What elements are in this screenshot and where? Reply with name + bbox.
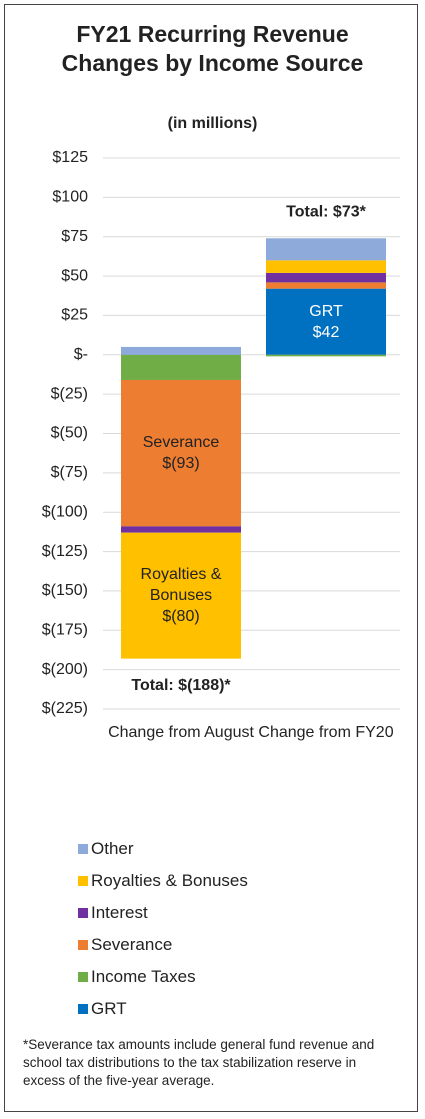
bar-segment	[266, 238, 386, 261]
frame	[4, 4, 418, 1112]
bar-segment	[121, 526, 241, 533]
bar-segment	[121, 532, 241, 659]
y-tick-label: $(75)	[51, 464, 88, 481]
bar-segment	[266, 282, 386, 289]
legend-label: Income Taxes	[91, 967, 196, 986]
bar-segment	[121, 354, 241, 380]
legend-label: GRT	[91, 999, 127, 1018]
bar-label-box: Royalties & Bonuses $(80)	[121, 556, 241, 636]
legend-item: Income Taxes	[78, 961, 248, 993]
bar-label: Severance $(93)	[121, 413, 241, 493]
y-tick-label: $25	[61, 307, 88, 324]
chart-title: FY21 Recurring Revenue Changes by Income…	[61, 21, 364, 76]
y-tick-label: $50	[61, 267, 88, 284]
y-tick-label: $125	[52, 149, 88, 166]
x-tick-label: Change from FY20	[258, 724, 394, 741]
y-tick-label: $(175)	[42, 622, 88, 639]
y-tick-label: $(225)	[42, 700, 88, 717]
legend-swatch	[78, 908, 88, 918]
bar-label-name: GRT	[309, 302, 343, 320]
bar-segment	[266, 272, 386, 283]
legend-item: Interest	[78, 897, 248, 929]
y-tick-label: $100	[52, 189, 88, 206]
bar-label-box: Severance $(93)	[121, 413, 241, 493]
x-tick-label-text: Change from August	[108, 724, 254, 741]
chart-subtitle: (in millions)	[167, 115, 258, 132]
x-tick-label-text: Change from FY20	[258, 724, 394, 741]
legend-swatch	[78, 844, 88, 854]
y-tick-label: $(25)	[51, 385, 88, 402]
bar-segment	[266, 260, 386, 273]
legend-swatch	[78, 1004, 88, 1014]
bar-label-value: $(80)	[162, 608, 200, 626]
y-tick-label: $(150)	[42, 582, 88, 599]
bar-label-box: GRT $42	[266, 282, 386, 362]
y-tick-label: $(125)	[42, 543, 88, 560]
legend: Other Royalties & Bonuses Interest Severanc…	[78, 833, 248, 1025]
y-tick-label: $-	[74, 346, 88, 363]
legend-swatch	[78, 876, 88, 886]
bar-segment	[121, 379, 241, 527]
legend-swatch	[78, 972, 88, 982]
legend-item: Other	[78, 833, 248, 865]
legend-label: Interest	[91, 903, 148, 922]
legend-label: Other	[91, 839, 134, 858]
bar-label-name: Royalties & Bonuses	[140, 566, 222, 605]
bar-label: Royalties & Bonuses $(80)	[121, 556, 241, 636]
y-tick-label: $(200)	[42, 661, 88, 678]
bar-label-value: $42	[312, 323, 340, 341]
legend-item: GRT	[78, 993, 248, 1025]
bar-segment	[121, 346, 241, 355]
bar-label: GRT $42	[266, 282, 386, 362]
legend-label: Severance	[91, 935, 173, 954]
y-tick-label: $75	[61, 228, 88, 245]
legend-label: Royalties & Bonuses	[91, 871, 248, 890]
legend-swatch	[78, 940, 88, 950]
bar-segment	[266, 288, 386, 355]
chart: $125 $100 $75 $50 $25 $- $(25) $(50) $(75) $(100)…	[42, 149, 400, 741]
total-label: Total: $(188)*	[131, 677, 231, 694]
bar-segment	[266, 354, 386, 357]
y-tick-label: $(100)	[42, 503, 88, 520]
footnote: *Severance tax amounts include general f…	[23, 1037, 375, 1088]
x-tick-label: Change from August	[108, 724, 254, 741]
bar-label-value: $(93)	[162, 455, 200, 473]
legend-item: Severance	[78, 929, 248, 961]
y-tick-label: $(50)	[51, 425, 88, 442]
total-label: Total: $73*	[286, 204, 367, 221]
bar-label-name: Severance	[142, 434, 220, 452]
legend-item: Royalties & Bonuses	[78, 865, 248, 897]
